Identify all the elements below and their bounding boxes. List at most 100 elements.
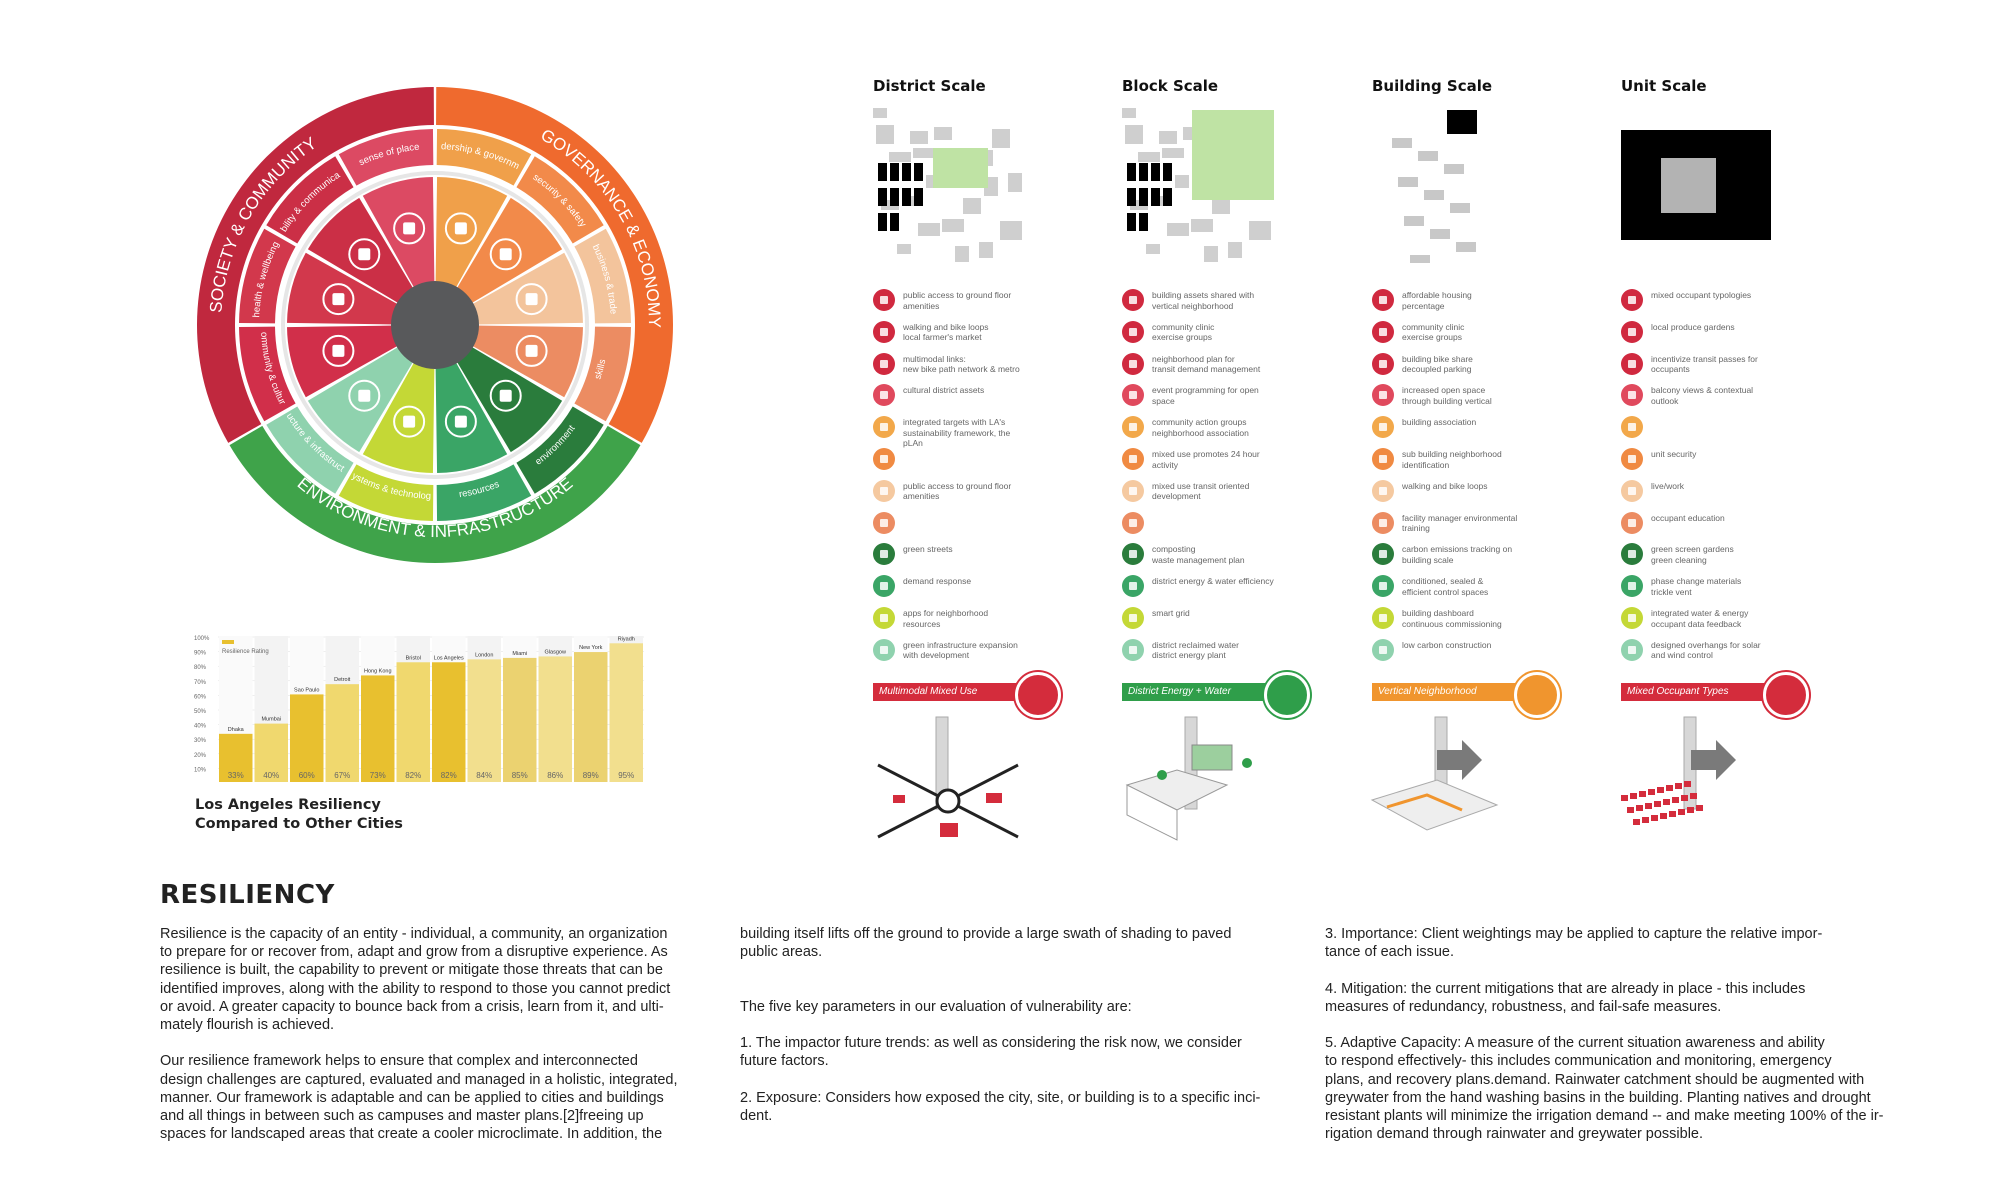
category-icon: [1122, 352, 1144, 375]
scale-item-text: carbon emissions tracking on building sc…: [1402, 544, 1513, 565]
y-tick-label: 50%: [194, 709, 207, 715]
scale-plan-thumbnail: [1621, 130, 1771, 240]
scale-item: occupant education: [1621, 511, 1796, 534]
category-icon: [1372, 448, 1394, 470]
category-icon: [873, 575, 895, 598]
at-icon: [393, 405, 426, 438]
bar-value-label: 86%: [547, 771, 563, 780]
ring-sector: [338, 464, 434, 521]
scale-item: [873, 511, 1048, 534]
scale-title: District Scale: [873, 77, 986, 95]
category-icon: [873, 384, 895, 407]
scale-item: increased open space through building ve…: [1372, 384, 1547, 407]
bar: [325, 684, 359, 782]
outer-sector: [229, 425, 641, 563]
bar-category-label: Mumbai: [261, 717, 281, 723]
category-icon: [1621, 289, 1643, 311]
scale-item-text: building assets shared with vertical nei…: [1152, 290, 1255, 311]
ring-sector: [516, 156, 604, 244]
sun-icon: [444, 405, 477, 438]
scale-item-text: designed overhangs for solar and wind co…: [1651, 639, 1761, 661]
scale-item-text: live/work: [1651, 480, 1685, 491]
category-icon: [1372, 479, 1394, 502]
category-icon: [1122, 511, 1144, 534]
scale-item-text: local produce gardens: [1651, 321, 1735, 332]
scale-item-text: district energy & water efficiency: [1152, 576, 1274, 587]
scale-item-text: smart grid: [1152, 608, 1190, 618]
scale-item: neighborhood plan for transit demand man…: [1122, 352, 1297, 375]
ring-sector: [239, 228, 296, 324]
inner-wedge: [287, 325, 401, 398]
scale-item-text: walking and bike loops: [1402, 480, 1488, 491]
section-heading: RESILIENCY: [160, 880, 335, 910]
category-icon: [1621, 638, 1643, 661]
banner-icon: [1514, 672, 1560, 718]
bar-value-label: 67%: [334, 771, 350, 780]
briefcase-icon: [515, 283, 548, 316]
resilience-bar-chart: 100% 90% 80% 70% 60% 50% 40% 30% 20% 10% Dhaka 33% M…: [194, 636, 644, 782]
scale-item-text: increased open space through building ve…: [1402, 385, 1492, 406]
globe-icon: [489, 379, 522, 412]
bar-category-label: Miami: [512, 651, 527, 657]
category-icon: [1122, 638, 1144, 661]
scale-plan-thumbnail: [1392, 110, 1477, 263]
scale-plan-thumbnail: [1122, 108, 1274, 262]
scale-title: Unit Scale: [1621, 77, 1707, 95]
category-icon: [1621, 479, 1643, 502]
category-icon: [1122, 416, 1144, 439]
scale-item: sub building neighborhood identification: [1372, 448, 1547, 470]
scale-item: community action groups neighborhood ass…: [1122, 416, 1297, 439]
bar-category-label: Detroit: [334, 677, 351, 683]
category-icon: [873, 320, 895, 343]
y-tick-label: 10%: [194, 767, 207, 773]
scale-banner: Multimodal Mixed Use: [873, 683, 1043, 701]
category-icon: [1122, 448, 1144, 470]
scale-item-text: building association: [1402, 417, 1477, 428]
ring-sector: [436, 464, 532, 521]
ring-sector: [574, 228, 631, 324]
scale-item: community clinic exercise groups: [1122, 320, 1297, 343]
category-icon: [1372, 320, 1394, 343]
bar-value-label: 89%: [583, 771, 599, 780]
category-icon: [1372, 352, 1394, 375]
category-icon: [1122, 575, 1144, 598]
bar-category-label: Riyadh: [618, 636, 635, 642]
scale-item: smart grid: [1122, 607, 1297, 629]
scale-item: building assets shared with vertical nei…: [1122, 289, 1297, 311]
scale-item: public access to ground floor amenities: [873, 479, 1048, 502]
ring-sector: [516, 406, 604, 494]
graduation-cap-icon: [515, 334, 548, 367]
category-icon: [1122, 607, 1144, 629]
outer-sector: [196, 87, 434, 443]
scale-axon-diagram: [877, 716, 1019, 839]
scale-item: building bike share decoupled parking: [1372, 352, 1547, 375]
category-icon: [1621, 543, 1643, 566]
scale-item: public access to ground floor amenities: [873, 289, 1048, 311]
scale-item: building association: [1372, 416, 1547, 439]
category-icon: [873, 638, 895, 661]
category-icon: [1122, 543, 1144, 566]
scale-item: mixed use promotes 24 hour activity: [1122, 448, 1297, 470]
scale-item-text: green streets: [903, 544, 953, 555]
y-tick-label: 30%: [194, 738, 207, 744]
scale-item: green streets: [873, 543, 1048, 566]
y-tick-label: 60%: [194, 694, 207, 700]
category-icon: [1372, 607, 1394, 629]
bar: [432, 662, 466, 782]
scale-item: multimodal links: new bike path network …: [873, 352, 1048, 375]
y-tick-label: 40%: [194, 724, 207, 730]
scale-item-text: occupant education: [1651, 512, 1725, 523]
scale-item: mixed use transit oriented development: [1122, 479, 1297, 502]
scale-item: live/work: [1621, 479, 1796, 502]
category-icon: [873, 607, 895, 629]
category-icon: [1621, 416, 1643, 439]
scale-item-text: affordable housing percentage: [1402, 290, 1472, 311]
category-icon: [1621, 607, 1643, 629]
scale-item: walking and bike loops: [1372, 479, 1547, 502]
scale-item: mixed occupant typologies: [1621, 289, 1796, 311]
scale-item-text: neighborhood plan for transit demand man…: [1152, 353, 1261, 375]
scale-item-text: community action groups neighborhood ass…: [1152, 417, 1249, 438]
scale-item: green screen gardens green cleaning: [1621, 543, 1796, 566]
bar-category-label: Los Angeles: [434, 655, 464, 661]
scale-item: conditioned, sealed & efficient control …: [1372, 575, 1547, 598]
